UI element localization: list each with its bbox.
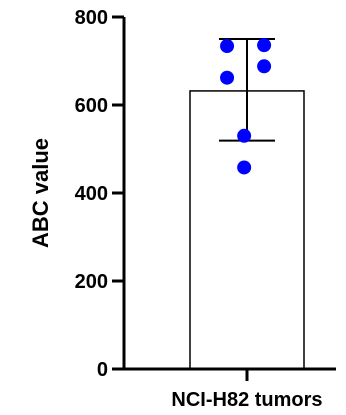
y-tick-label: 400 [75, 183, 108, 205]
y-tick-label: 800 [75, 7, 108, 29]
data-point [237, 128, 252, 143]
data-point [257, 38, 272, 53]
y-tick-label: 200 [75, 271, 108, 293]
data-point [257, 59, 272, 74]
x-tick-label: NCI-H82 tumors [171, 389, 322, 411]
data-point [220, 39, 235, 54]
y-axis-title: ABC value [28, 138, 53, 248]
y-axis: 0 200 400 600 800 [75, 7, 126, 381]
y-tick-label: 600 [75, 95, 108, 117]
data-points-group [220, 38, 272, 175]
data-point [237, 160, 252, 175]
x-axis: NCI-H82 tumors [122, 367, 336, 411]
y-tick-label: 0 [97, 359, 108, 381]
data-point [220, 70, 235, 85]
